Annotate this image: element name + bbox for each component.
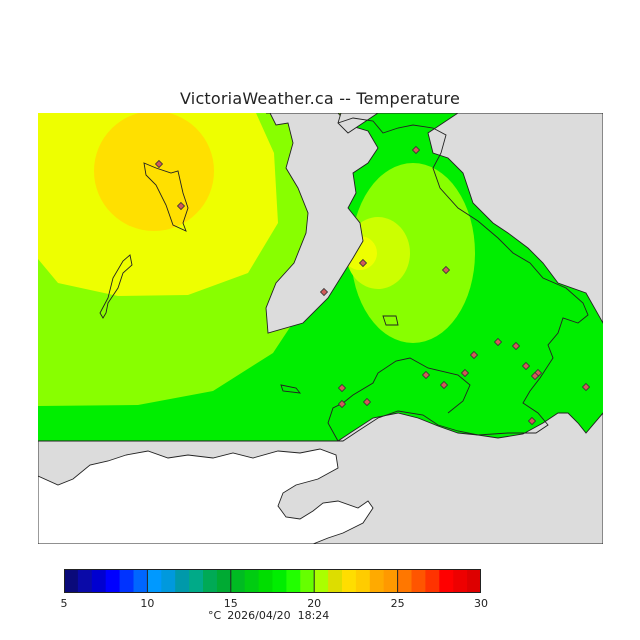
temperature-colorbar (64, 569, 481, 593)
lower-landmass (38, 448, 374, 544)
colorbar-segment (439, 569, 454, 593)
station-marker[interactable] (337, 383, 347, 393)
station-marker[interactable] (411, 145, 421, 155)
colorbar-segment (216, 569, 232, 593)
station-marker[interactable] (511, 341, 521, 351)
footer: °C 2026/04/20 18:24 (208, 609, 335, 622)
contour-light-green-2 (351, 163, 475, 343)
colorbar-tick-label: 25 (390, 597, 405, 610)
colorbar-segment (383, 569, 399, 593)
station-marker[interactable] (441, 265, 451, 275)
colorbar-border (64, 569, 481, 593)
colorbar-segment (77, 569, 93, 593)
station-marker[interactable] (154, 159, 164, 169)
colorbar-segment (369, 569, 385, 593)
water-north-bay (337, 113, 379, 134)
colorbar-segment (314, 569, 329, 593)
colorbar-segment (453, 569, 468, 593)
colorbar-tick-label: 20 (307, 597, 322, 610)
water-inlet (265, 113, 379, 334)
colorbar-segment (425, 569, 440, 593)
peninsula-outline (327, 117, 589, 442)
station-marker[interactable] (176, 201, 186, 211)
station-marker[interactable] (362, 397, 372, 407)
colorbar-tick-label: 10 (140, 597, 155, 610)
station-marker[interactable] (521, 361, 531, 371)
station-marker[interactable] (319, 287, 329, 297)
colorbar-segment (397, 569, 412, 593)
station-marker[interactable] (581, 382, 591, 392)
colorbar-segment (411, 569, 426, 593)
colorbar-tick-label: 30 (474, 597, 488, 610)
station-marker[interactable] (358, 258, 368, 268)
temperature-map[interactable] (38, 113, 603, 544)
small-island-1 (280, 384, 302, 394)
island-outlines (99, 162, 399, 394)
colorbar-segment (133, 569, 148, 593)
colorbar-segment (189, 569, 204, 593)
colorbar-segment (258, 569, 273, 593)
colorbar-segment (355, 569, 371, 593)
station-marker[interactable] (439, 380, 449, 390)
small-island-2 (382, 315, 399, 326)
station-marker[interactable] (469, 350, 479, 360)
colorbar-segment (119, 569, 134, 593)
north-island (143, 162, 189, 232)
colorbar-segment (91, 569, 107, 593)
colorbar-segment (147, 569, 162, 593)
salt-spring-island (99, 254, 133, 319)
colorbar-segment (244, 569, 260, 593)
colorbar-tick-label: 15 (223, 597, 238, 610)
station-marker[interactable] (527, 416, 537, 426)
water-east (427, 113, 603, 324)
colorbar-segment (161, 569, 176, 593)
weather-stations (154, 145, 591, 426)
colorbar-segment (175, 569, 190, 593)
colorbar-segment (467, 569, 481, 593)
colorbar-segment (286, 569, 301, 593)
contour-yellow-orange (94, 113, 214, 231)
station-marker[interactable] (530, 371, 540, 381)
colorbar-segment (203, 569, 218, 593)
colorbar-segment (105, 569, 121, 593)
station-marker[interactable] (460, 368, 470, 378)
station-marker[interactable] (493, 337, 503, 347)
contour-green-east (433, 308, 573, 428)
timestamp: 2026/04/20 18:24 (227, 609, 330, 622)
colorbar-segment (64, 569, 79, 593)
station-marker[interactable] (421, 370, 431, 380)
colorbar-segment (342, 569, 357, 593)
map-title: VictoriaWeather.ca -- Temperature (180, 89, 460, 108)
colorbar-segment (272, 569, 287, 593)
unit-label: °C (208, 609, 222, 622)
colorbar-segment (300, 569, 315, 593)
colorbar-segment (230, 569, 246, 593)
colorbar-segment (328, 569, 343, 593)
station-marker[interactable] (337, 399, 347, 409)
colorbar-tick-label: 5 (60, 597, 68, 610)
